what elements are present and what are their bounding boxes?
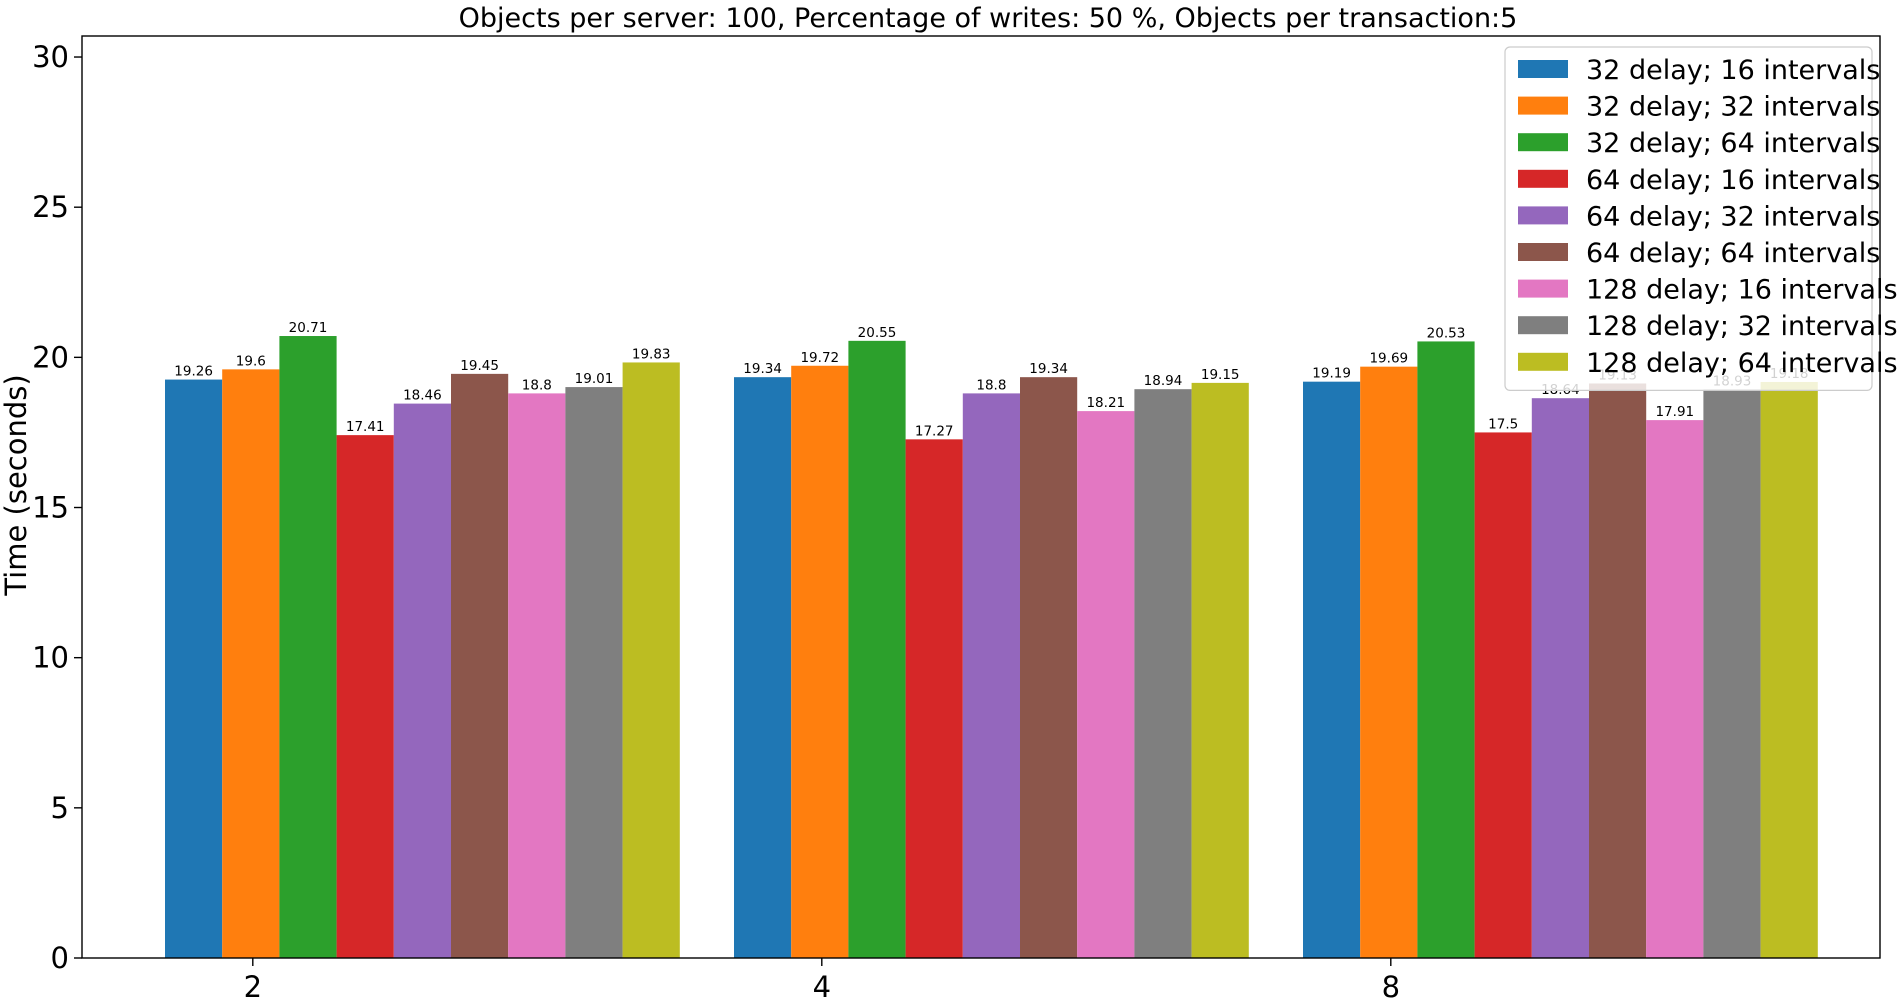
data-label: 17.41 (346, 419, 385, 435)
legend-label: 128 delay; 64 intervals (1586, 348, 1898, 379)
data-label: 18.94 (1144, 373, 1183, 389)
y-tick-label: 15 (32, 491, 69, 525)
bar (1303, 381, 1361, 958)
bar (279, 336, 337, 959)
bar (848, 340, 906, 958)
legend-swatch (1518, 352, 1568, 371)
data-label: 19.19 (1312, 366, 1351, 382)
bar (905, 439, 963, 958)
bar (1703, 389, 1761, 958)
bar (1191, 382, 1249, 958)
legend-label: 64 delay; 16 intervals (1586, 165, 1880, 196)
bar (791, 365, 849, 958)
legend-label: 64 delay; 64 intervals (1586, 238, 1880, 269)
data-label: 17.91 (1655, 404, 1694, 420)
bar (165, 379, 223, 958)
legend-swatch (1518, 169, 1568, 188)
legend-label: 32 delay; 16 intervals (1586, 55, 1880, 86)
legend-swatch (1518, 316, 1568, 335)
data-label: 19.34 (1029, 361, 1068, 377)
data-label: 19.72 (800, 350, 839, 366)
bar (222, 369, 280, 958)
plot-frame (81, 35, 1881, 959)
data-label: 18.8 (976, 377, 1006, 393)
bar (1646, 420, 1704, 959)
legend-swatch (1518, 60, 1568, 78)
bar (1474, 432, 1532, 959)
data-label: 19.69 (1369, 351, 1408, 367)
bar (451, 373, 509, 958)
data-label: 17.27 (915, 423, 954, 439)
data-label: 20.53 (1427, 325, 1466, 341)
x-tick-label: 2 (244, 970, 262, 1000)
data-label: 20.71 (289, 320, 328, 336)
chart-title: Objects per server: 100, Percentage of w… (459, 3, 1518, 34)
legend-label: 128 delay; 32 intervals (1586, 311, 1898, 342)
data-label: 19.6 (236, 353, 266, 369)
data-label: 19.83 (632, 346, 671, 362)
legend: 32 delay; 16 intervals 32 delay; 32 inter… (1504, 46, 1898, 391)
bar (336, 435, 394, 958)
data-label: 19.45 (460, 358, 499, 374)
data-label: 19.15 (1201, 367, 1240, 383)
legend-swatch (1518, 133, 1568, 152)
y-tick-label: 0 (51, 941, 69, 975)
x-tick-label: 8 (1382, 970, 1400, 1000)
bars-layer (165, 336, 1818, 959)
bar (1077, 411, 1135, 959)
bar (1020, 377, 1078, 958)
y-tick-label: 10 (32, 641, 69, 675)
data-label: 19.01 (575, 371, 614, 387)
bar (508, 393, 566, 958)
legend-label: 32 delay; 64 intervals (1586, 128, 1880, 159)
legend-box (1504, 46, 1873, 391)
legend-swatch (1518, 96, 1568, 115)
legend-swatch (1518, 206, 1568, 225)
axes-layer: 0 5 10 15 20 25 30 2 4 8 (32, 35, 1881, 1000)
bar (1760, 381, 1818, 959)
bar (1589, 383, 1647, 958)
legend-swatch (1518, 243, 1568, 261)
x-tick-label: 4 (813, 970, 831, 1000)
bar (1417, 341, 1475, 958)
y-tick-label: 30 (32, 40, 69, 74)
data-label: 19.34 (743, 361, 782, 377)
data-label: 18.8 (522, 377, 552, 393)
legend-label: 32 delay; 32 intervals (1586, 92, 1880, 123)
bar (734, 377, 792, 958)
bar (962, 393, 1020, 958)
data-label: 18.21 (1086, 395, 1125, 411)
legend-label: 64 delay; 32 intervals (1586, 201, 1880, 232)
data-label: 20.55 (858, 325, 897, 341)
y-axis-title: Time (seconds) (0, 374, 33, 596)
legend-swatch (1518, 279, 1568, 298)
bar (565, 387, 623, 958)
y-tick-label: 5 (51, 791, 69, 825)
data-label: 17.5 (1488, 416, 1518, 432)
bar (1134, 389, 1192, 958)
bar (622, 362, 680, 958)
bar (1531, 398, 1589, 958)
legend-label: 128 delay; 16 intervals (1586, 275, 1898, 306)
y-tick-label: 20 (32, 340, 69, 374)
bar (1360, 366, 1418, 958)
data-label: 18.46 (403, 388, 442, 404)
bar (393, 403, 451, 958)
y-tick-label: 25 (32, 190, 69, 224)
data-label: 19.26 (174, 364, 213, 380)
